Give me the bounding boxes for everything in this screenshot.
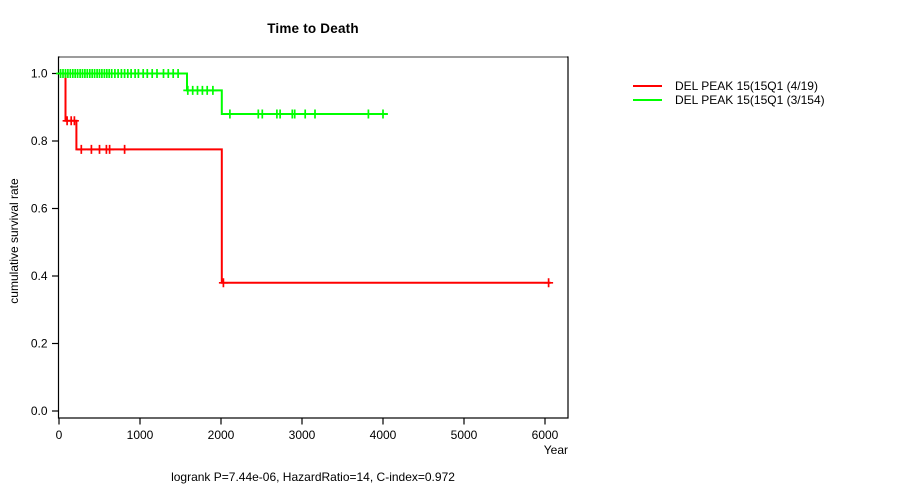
chart-title: Time to Death <box>267 21 359 36</box>
y-tick-label: 0.6 <box>31 202 48 216</box>
y-tick-label: 0.4 <box>31 269 48 283</box>
x-tick-label: 0 <box>56 428 63 442</box>
y-tick-label: 0.0 <box>31 404 48 418</box>
legend-item-red: DEL PEAK 15(15Q1 (4/19) <box>633 79 825 93</box>
survival-curve-red <box>59 72 551 284</box>
x-tick-label: 6000 <box>532 428 559 442</box>
y-tick-label: 1.0 <box>31 67 48 81</box>
x-tick-label: 4000 <box>370 428 397 442</box>
plot-box <box>57 56 569 419</box>
y-tick-label: 0.8 <box>31 134 48 148</box>
legend-line-green-icon <box>633 99 662 101</box>
x-tick-label: 1000 <box>127 428 154 442</box>
legend-label-red: DEL PEAK 15(15Q1 (4/19) <box>675 79 818 93</box>
x-tick-label: 3000 <box>289 428 316 442</box>
y-tick-label: 0.2 <box>31 337 48 351</box>
legend: DEL PEAK 15(15Q1 (4/19) DEL PEAK 15(15Q1… <box>633 79 825 107</box>
legend-item-green: DEL PEAK 15(15Q1 (3/154) <box>633 93 825 107</box>
x-axis-label: Year <box>543 443 568 457</box>
survival-curve-green <box>59 72 388 115</box>
x-tick-label: 2000 <box>208 428 235 442</box>
censor-marks-green <box>56 69 388 119</box>
y-axis-label: cumulative survival rate <box>7 178 21 304</box>
censor-marks-red <box>62 116 554 288</box>
x-tick-label: 5000 <box>451 428 478 442</box>
legend-label-green: DEL PEAK 15(15Q1 (3/154) <box>675 93 825 107</box>
legend-line-red-icon <box>633 85 662 87</box>
stats-footnote: logrank P=7.44e-06, HazardRatio=14, C-in… <box>171 470 455 484</box>
